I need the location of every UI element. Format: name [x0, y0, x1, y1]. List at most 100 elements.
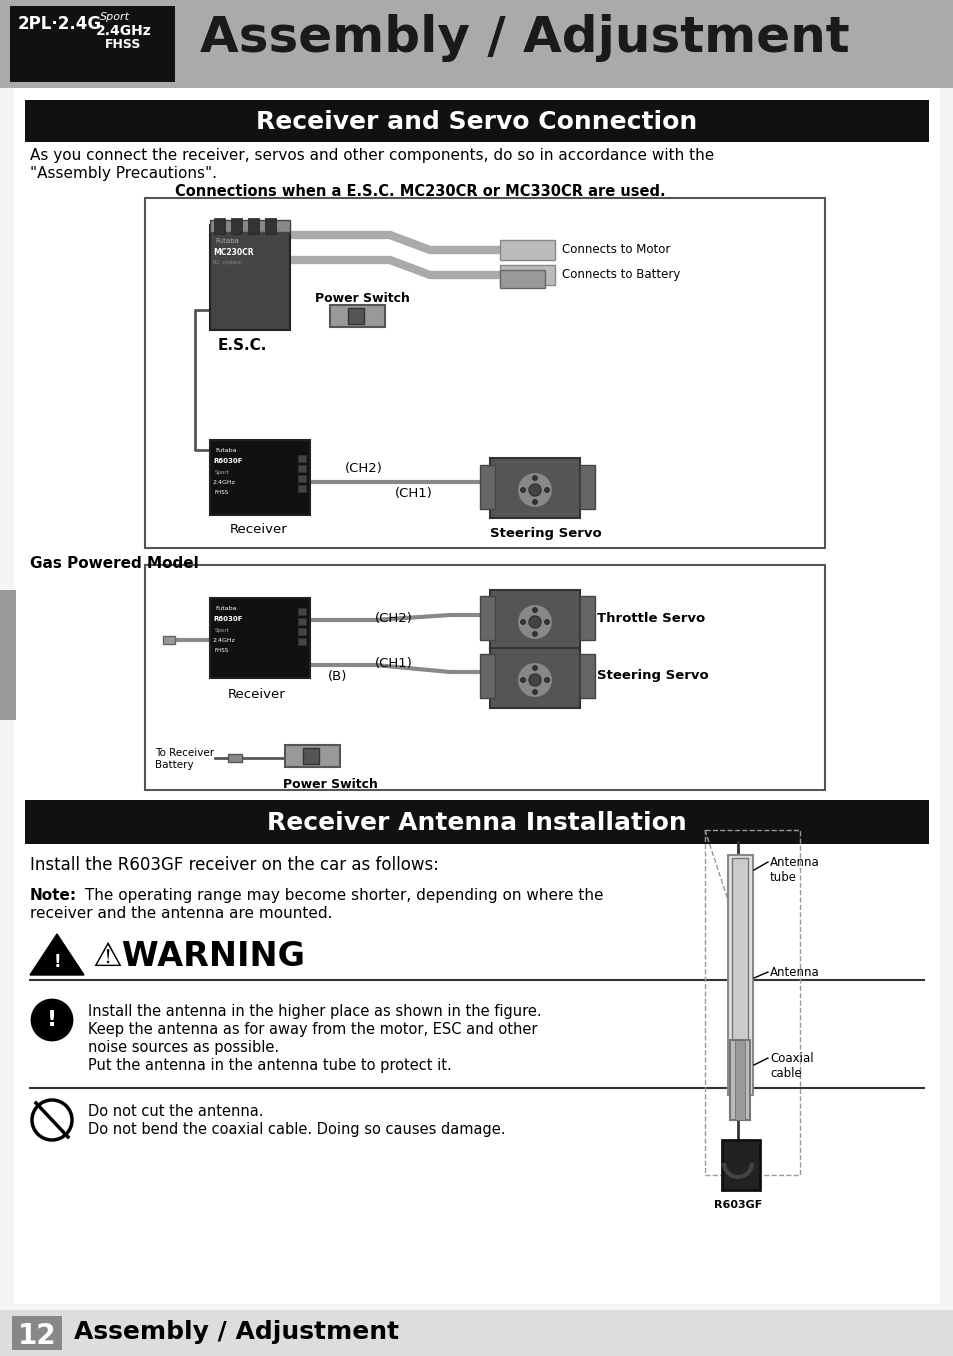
- Bar: [25, 800, 928, 843]
- Bar: [479, 465, 495, 508]
- Text: (CH1): (CH1): [375, 658, 413, 670]
- Bar: [213, 218, 225, 235]
- Bar: [145, 198, 824, 548]
- Text: Assembly / Adjustment: Assembly / Adjustment: [74, 1319, 398, 1344]
- Bar: [579, 597, 595, 640]
- Text: As you connect the receiver, servos and other components, do so in accordance wi: As you connect the receiver, servos and …: [30, 148, 714, 163]
- Bar: [297, 475, 306, 481]
- Text: ⚠WARNING: ⚠WARNING: [91, 940, 305, 974]
- Bar: [25, 100, 928, 142]
- Bar: [579, 654, 595, 698]
- Bar: [297, 485, 306, 492]
- Text: FHSS: FHSS: [105, 38, 141, 52]
- Text: R603GF: R603GF: [713, 1200, 761, 1210]
- Circle shape: [520, 620, 525, 625]
- Circle shape: [532, 476, 537, 480]
- Circle shape: [517, 662, 553, 698]
- Bar: [490, 458, 579, 518]
- Bar: [231, 218, 242, 235]
- Circle shape: [529, 674, 540, 686]
- Text: E.S.C.: E.S.C.: [218, 338, 267, 353]
- Text: (CH1): (CH1): [395, 487, 433, 500]
- Circle shape: [517, 603, 553, 640]
- Bar: [729, 1040, 749, 1120]
- Bar: [12, 1317, 62, 1351]
- Text: Power Switch: Power Switch: [314, 292, 410, 305]
- Circle shape: [32, 1100, 71, 1140]
- Bar: [579, 465, 595, 508]
- Bar: [479, 597, 495, 640]
- Circle shape: [544, 620, 549, 625]
- Polygon shape: [30, 934, 84, 975]
- Text: Battery: Battery: [154, 759, 193, 770]
- Text: Receiver and Servo Connection: Receiver and Servo Connection: [256, 110, 697, 134]
- Text: Do not cut the antenna.: Do not cut the antenna.: [88, 1104, 263, 1119]
- Text: Connects to Motor: Connects to Motor: [561, 243, 670, 256]
- Circle shape: [532, 499, 537, 504]
- Circle shape: [520, 488, 525, 492]
- Circle shape: [520, 678, 525, 682]
- Circle shape: [517, 472, 553, 508]
- Text: Antenna
tube: Antenna tube: [769, 856, 819, 884]
- Circle shape: [529, 616, 540, 628]
- Circle shape: [532, 666, 537, 670]
- Bar: [303, 749, 318, 763]
- Bar: [734, 1040, 744, 1120]
- Bar: [297, 456, 306, 462]
- Bar: [490, 648, 579, 708]
- Bar: [330, 305, 385, 327]
- Text: Assembly / Adjustment: Assembly / Adjustment: [200, 14, 849, 62]
- Text: noise sources as possible.: noise sources as possible.: [88, 1040, 279, 1055]
- Bar: [721, 1140, 760, 1191]
- Text: 2PL·2.4G: 2PL·2.4G: [18, 15, 102, 33]
- Bar: [210, 225, 290, 330]
- Text: Put the antenna in the antenna tube to protect it.: Put the antenna in the antenna tube to p…: [88, 1058, 452, 1073]
- Text: Keep the antenna as for away from the motor, ESC and other: Keep the antenna as for away from the mo…: [88, 1022, 537, 1037]
- Text: Sport: Sport: [100, 12, 130, 22]
- Text: Futaba: Futaba: [214, 447, 236, 453]
- Text: Connects to Battery: Connects to Battery: [561, 268, 679, 281]
- Bar: [0, 0, 953, 88]
- Bar: [490, 590, 579, 650]
- Text: MC230CR: MC230CR: [213, 248, 253, 258]
- Text: FHSS: FHSS: [214, 648, 229, 654]
- Circle shape: [532, 632, 537, 636]
- Text: Sport: Sport: [214, 471, 230, 475]
- Text: RC system: RC system: [213, 260, 242, 264]
- Bar: [499, 264, 555, 285]
- Text: !: !: [47, 1010, 57, 1031]
- Text: Install the antenna in the higher place as shown in the figure.: Install the antenna in the higher place …: [88, 1003, 541, 1018]
- Bar: [248, 218, 258, 235]
- Text: Futaba: Futaba: [214, 239, 238, 244]
- Text: Receiver: Receiver: [230, 523, 288, 536]
- Circle shape: [532, 689, 537, 694]
- Text: Futaba: Futaba: [214, 606, 236, 612]
- Text: Connections when a E.S.C. MC230CR or MC330CR are used.: Connections when a E.S.C. MC230CR or MC3…: [174, 184, 665, 199]
- Text: (B): (B): [328, 670, 347, 683]
- Text: Do not bend the coaxial cable. Doing so causes damage.: Do not bend the coaxial cable. Doing so …: [88, 1121, 505, 1136]
- Circle shape: [532, 607, 537, 613]
- Bar: [0, 1310, 953, 1356]
- Text: Receiver Antenna Installation: Receiver Antenna Installation: [267, 811, 686, 835]
- Bar: [285, 744, 339, 767]
- Text: Coaxial
cable: Coaxial cable: [769, 1052, 813, 1079]
- Text: R6030F: R6030F: [213, 616, 242, 622]
- Text: Steering Servo: Steering Servo: [597, 670, 708, 682]
- Bar: [348, 308, 364, 324]
- Text: 2.4GHz: 2.4GHz: [213, 480, 235, 485]
- Text: receiver and the antenna are mounted.: receiver and the antenna are mounted.: [30, 906, 333, 921]
- Text: Note:: Note:: [30, 888, 77, 903]
- Bar: [228, 754, 242, 762]
- Bar: [479, 654, 495, 698]
- Text: 2.4GHz: 2.4GHz: [213, 639, 235, 643]
- Text: (CH2): (CH2): [375, 612, 413, 625]
- Text: Sport: Sport: [214, 628, 230, 633]
- Text: R6030F: R6030F: [213, 458, 242, 464]
- Text: (CH2): (CH2): [345, 462, 382, 475]
- Text: To Receiver: To Receiver: [154, 749, 213, 758]
- Text: Power Switch: Power Switch: [283, 778, 377, 791]
- Text: FHSS: FHSS: [214, 490, 229, 495]
- Bar: [0, 590, 16, 720]
- Bar: [210, 439, 310, 515]
- Bar: [10, 5, 174, 81]
